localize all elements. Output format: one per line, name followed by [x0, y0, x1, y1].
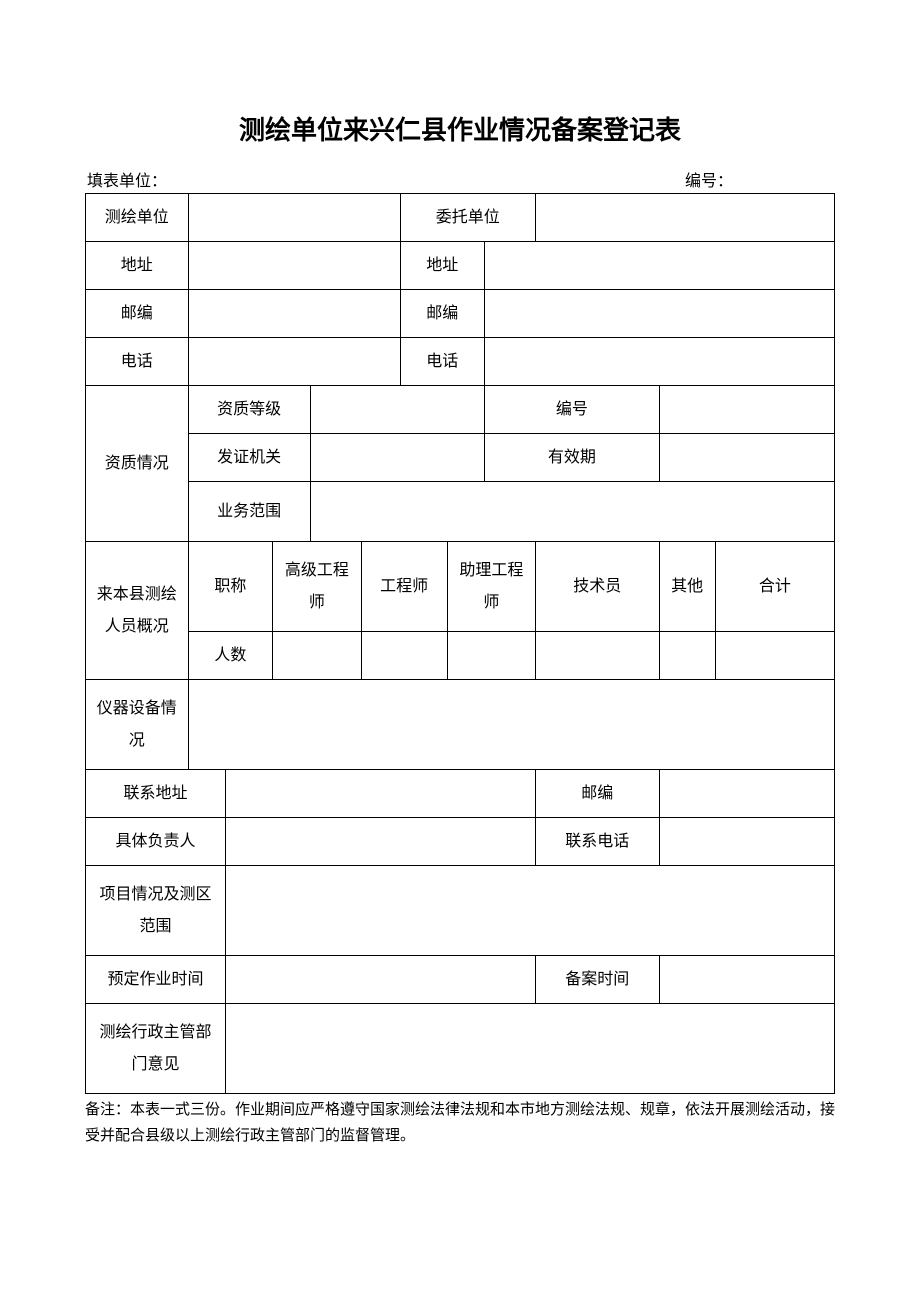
label-postcode2: 邮编 — [400, 290, 485, 338]
value-count-other — [659, 632, 715, 680]
label-address2: 地址 — [400, 242, 485, 290]
label-contact-phone: 联系电话 — [536, 818, 660, 866]
label-planned-time: 预定作业时间 — [86, 956, 226, 1004]
value-issuing-authority — [310, 434, 484, 482]
value-responsible-person — [226, 818, 536, 866]
value-contact-postcode — [659, 770, 834, 818]
value-contact-phone — [659, 818, 834, 866]
label-assistant-engineer: 助理工程师 — [447, 542, 535, 632]
label-total: 合计 — [715, 542, 834, 632]
value-postcode1 — [188, 290, 400, 338]
value-planned-time — [226, 956, 536, 1004]
label-postcode1: 邮编 — [86, 290, 189, 338]
label-count: 人数 — [188, 632, 273, 680]
label-validity-period: 有效期 — [485, 434, 659, 482]
value-filing-time — [659, 956, 834, 1004]
value-count-assistant — [447, 632, 535, 680]
value-count-technician — [536, 632, 660, 680]
label-responsible-person: 具体负责人 — [86, 818, 226, 866]
value-phone1 — [188, 338, 400, 386]
value-surveying-unit — [188, 194, 400, 242]
label-business-scope: 业务范围 — [188, 482, 310, 542]
value-count-engineer — [361, 632, 447, 680]
label-contact-postcode: 邮编 — [536, 770, 660, 818]
value-project-scope — [226, 866, 835, 956]
label-personnel-overview: 来本县测绘人员概况 — [86, 542, 189, 680]
form-number-label: 编号： — [685, 167, 733, 191]
label-senior-engineer: 高级工程师 — [273, 542, 361, 632]
label-admin-opinion: 测绘行政主管部门意见 — [86, 1004, 226, 1094]
label-issuing-authority: 发证机关 — [188, 434, 310, 482]
value-cert-number — [659, 386, 834, 434]
header-row: 填表单位： 编号： — [85, 167, 835, 191]
label-filing-time: 备案时间 — [536, 956, 660, 1004]
label-entrusting-unit: 委托单位 — [400, 194, 536, 242]
value-count-senior — [273, 632, 361, 680]
registration-table: 测绘单位 委托单位 地址 地址 邮编 邮编 电话 电话 资质情况 资质等级 编号… — [85, 193, 835, 1094]
value-address1 — [188, 242, 400, 290]
label-job-title: 职称 — [188, 542, 273, 632]
label-equipment-status: 仪器设备情况 — [86, 680, 189, 770]
value-validity-period — [659, 434, 834, 482]
value-phone2 — [485, 338, 835, 386]
value-equipment-status — [188, 680, 834, 770]
label-engineer: 工程师 — [361, 542, 447, 632]
label-phone2: 电话 — [400, 338, 485, 386]
value-entrusting-unit — [536, 194, 835, 242]
value-count-total — [715, 632, 834, 680]
label-qualification-status: 资质情况 — [86, 386, 189, 542]
label-other: 其他 — [659, 542, 715, 632]
form-unit-label: 填表单位： — [87, 167, 167, 191]
label-phone1: 电话 — [86, 338, 189, 386]
value-postcode2 — [485, 290, 835, 338]
label-technician: 技术员 — [536, 542, 660, 632]
footnote: 备注：本表一式三份。作业期间应严格遵守国家测绘法律法规和本市地方测绘法规、规章，… — [85, 1098, 835, 1149]
value-qualification-level — [310, 386, 484, 434]
page-title: 测绘单位来兴仁县作业情况备案登记表 — [85, 110, 835, 147]
label-contact-address: 联系地址 — [86, 770, 226, 818]
value-address2 — [485, 242, 835, 290]
label-qualification-level: 资质等级 — [188, 386, 310, 434]
value-admin-opinion — [226, 1004, 835, 1094]
label-surveying-unit: 测绘单位 — [86, 194, 189, 242]
value-contact-address — [226, 770, 536, 818]
label-address1: 地址 — [86, 242, 189, 290]
label-project-scope: 项目情况及测区范围 — [86, 866, 226, 956]
label-cert-number: 编号 — [485, 386, 659, 434]
value-business-scope — [310, 482, 834, 542]
